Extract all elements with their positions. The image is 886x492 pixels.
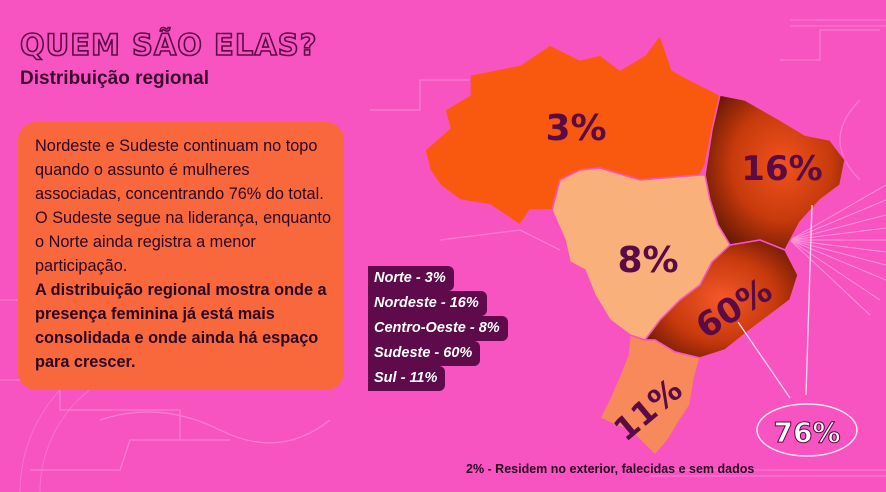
footnote: 2% - Residem no exterior, falecidas e se… bbox=[466, 462, 755, 476]
legend-item: Norte - 3% bbox=[368, 266, 508, 291]
summary-card: Nordeste e Sudeste continuam no topo qua… bbox=[18, 122, 344, 390]
legend-item: Sudeste - 60% bbox=[368, 341, 508, 366]
callout-lines bbox=[737, 204, 813, 399]
label-norte: 3% bbox=[545, 108, 606, 149]
legend-item-norte: Norte - 3% bbox=[368, 266, 454, 291]
legend-item-sudeste: Sudeste - 60% bbox=[368, 341, 481, 366]
legend-item-sul: Sul - 11% bbox=[368, 366, 446, 391]
label-centro-oeste: 8% bbox=[617, 240, 678, 281]
region-sul bbox=[598, 333, 701, 457]
summary-highlight: A distribuição regional mostra onde a pr… bbox=[35, 281, 327, 371]
page-title: QUEM SÃO ELAS? bbox=[19, 27, 318, 63]
callout-oval bbox=[756, 403, 858, 457]
label-nordeste: 16% bbox=[741, 149, 822, 189]
legend-item: Centro-Oeste - 8% bbox=[368, 316, 508, 341]
legend-item-centro-oeste: Centro-Oeste - 8% bbox=[368, 316, 508, 341]
summary-text: Nordeste e Sudeste continuam no topo qua… bbox=[35, 137, 331, 275]
callout-value: 76% bbox=[773, 416, 840, 449]
legend-item: Sul - 11% bbox=[368, 366, 508, 391]
starburst-decoration bbox=[789, 184, 886, 316]
page-subtitle: Distribuição regional bbox=[20, 68, 209, 89]
region-legend: Norte - 3% Nordeste - 16% Centro-Oeste -… bbox=[368, 266, 508, 391]
legend-item-nordeste: Nordeste - 16% bbox=[368, 291, 487, 316]
legend-item: Nordeste - 16% bbox=[368, 291, 508, 316]
